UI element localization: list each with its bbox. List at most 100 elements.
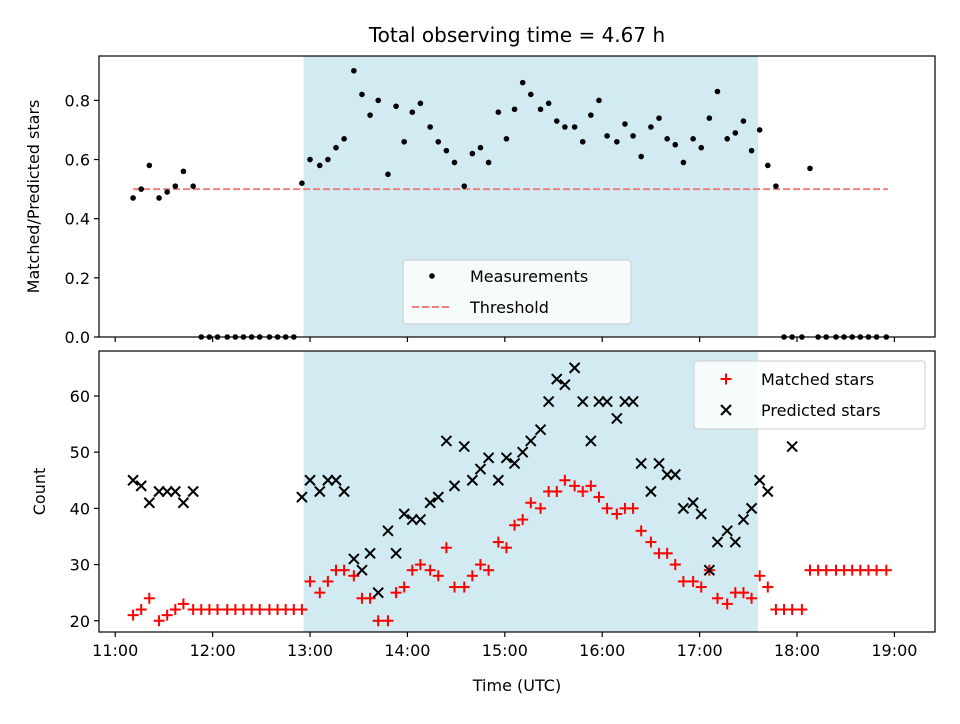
predicted-star-point [127,474,139,486]
predicted-marker-b [492,474,505,486]
predicted-star-point [695,508,707,520]
legend-matched-label: Matched stars [761,370,874,389]
predicted-star-point [364,547,376,560]
predicted-star-point [542,395,555,408]
measurement-point [130,195,136,201]
predicted-star-point [500,452,513,464]
bottom-x-ticks: 11:00 12:00 13:00 14:00 15:00 16:00 17:00 18:00… [92,632,917,660]
measurement-point [307,156,313,163]
measurement-point [401,138,407,145]
predicted-marker-b [508,457,521,470]
predicted-marker-b [645,485,657,498]
measurement-point [698,144,705,151]
measurement-point [385,171,391,178]
measurement-point [164,189,170,195]
predicted-star-point [786,440,798,453]
predicted-star-point [585,435,597,447]
predicted-star-point [534,423,547,436]
matched-star-point [474,559,486,571]
predicted-marker-b [482,452,495,464]
matched-star-point [796,604,808,616]
measurement-point [690,136,696,142]
predicted-star-point [348,553,360,565]
measurement-point [519,79,526,86]
predicted-star-point [677,502,690,515]
predicted-marker-b [304,474,316,486]
predicted-star-point [448,480,461,492]
predicted-marker-b [737,513,750,526]
predicted-star-point [687,497,699,509]
matched-star-point [517,514,529,526]
measurement-point [359,91,365,98]
predicted-marker-b [585,435,597,447]
matched-star-point [611,508,623,520]
measurement-point [477,144,484,151]
predicted-marker-b [153,485,165,498]
x-tick-label: 17:00 [677,641,723,660]
predicted-marker-b [627,395,639,408]
predicted-marker-b [534,423,547,436]
matched-star-point [440,542,452,554]
y-tick-label: 0.0 [65,328,90,347]
predicted-star-point [474,463,487,475]
matched-star-point [746,592,758,604]
y-tick-label: 0.6 [65,151,90,170]
predicted-marker-b [474,463,487,475]
predicted-star-point [432,491,444,503]
predicted-star-point [338,485,350,498]
measurement-point [325,156,331,163]
matched-star-point [661,547,673,559]
matched-star-point [569,480,581,492]
predicted-star-point [296,491,308,503]
matched-star-point [786,604,798,616]
y-tick-label: 40 [70,499,90,518]
predicted-star-point [466,474,479,486]
y-tick-label: 0.4 [65,210,90,229]
matched-star-point [677,575,689,587]
predicted-star-point [645,485,657,498]
predicted-star-point [135,480,147,492]
predicted-marker-b [177,497,190,509]
predicted-star-point [516,446,529,458]
predicted-marker-b [143,497,156,509]
legend-measurements-label: Measurements [470,267,588,286]
predicted-star-point [304,474,316,486]
measurement-point [393,103,399,110]
measurement-point [495,109,502,115]
predicted-marker-b [314,485,326,498]
measurement-point [756,127,763,133]
predicted-marker-b [720,404,732,416]
measurement-point [545,100,552,107]
predicted-marker-b [711,536,724,548]
measurement-point [588,112,594,118]
measurement-point [469,150,476,157]
predicted-star-point [161,485,173,498]
predicted-star-point [482,452,495,464]
matched-star-point [687,575,699,587]
measurement-point [417,100,424,107]
predicted-star-point [711,536,724,548]
predicted-marker-b [559,379,571,391]
predicted-marker-b [135,480,147,492]
measurement-point [672,141,679,148]
measurement-point [190,183,196,189]
predicted-star-point [525,435,537,447]
matched-star-point [492,536,504,548]
matched-star-point [601,502,613,514]
predicted-marker-b [356,564,368,576]
predicted-star-point [143,497,156,509]
predicted-marker-b [551,373,563,385]
predicted-star-point [414,513,427,526]
legend-box [693,360,926,430]
measurement-point [664,136,670,142]
x-tick-label: 11:00 [92,641,138,660]
matched-star-point [645,536,657,548]
bottom-y-axis-label: Count [30,468,49,516]
measurement-point [748,147,755,154]
predicted-marker-b [601,395,613,408]
matched-star-point [212,604,224,616]
predicted-star-point [745,502,758,515]
predicted-marker-b [161,485,173,498]
matched-star-point [364,592,376,604]
